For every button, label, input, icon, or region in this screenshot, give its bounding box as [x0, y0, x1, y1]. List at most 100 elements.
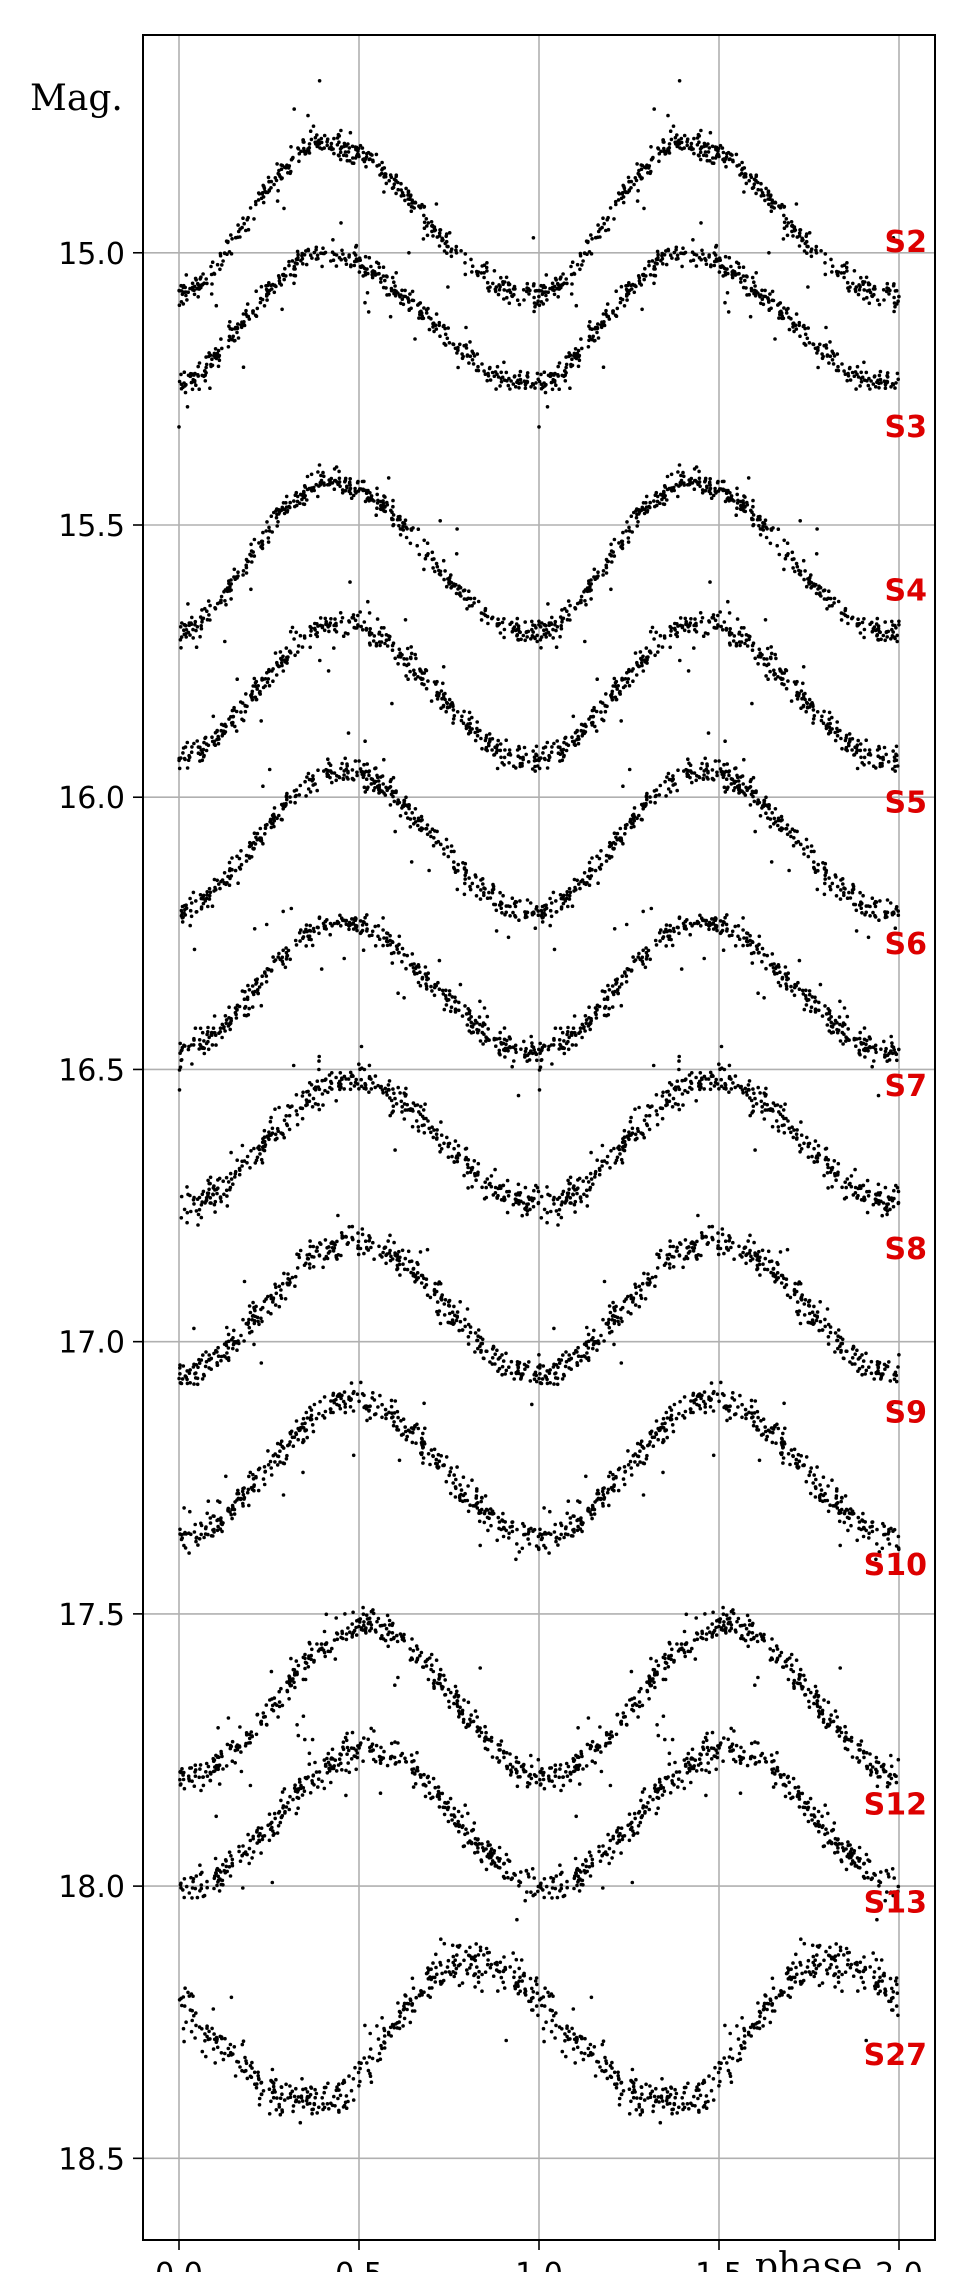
data-points	[177, 79, 901, 2125]
data-point	[219, 879, 223, 884]
data-point	[554, 383, 558, 388]
data-point	[622, 186, 627, 191]
data-point	[682, 133, 687, 138]
data-point	[366, 310, 371, 314]
data-point	[345, 775, 349, 780]
data-point	[431, 321, 435, 326]
data-point	[199, 896, 204, 901]
data-point	[790, 989, 794, 993]
data-point	[827, 725, 832, 729]
data-point	[179, 646, 183, 650]
data-point	[640, 507, 644, 512]
data-point	[468, 354, 473, 359]
data-point	[608, 206, 613, 210]
data-point	[871, 627, 876, 631]
data-point	[699, 916, 704, 920]
data-point	[200, 373, 204, 378]
data-point	[809, 849, 814, 854]
data-point	[667, 151, 672, 155]
data-point	[634, 178, 639, 183]
data-point	[206, 1030, 210, 1034]
data-point	[266, 677, 271, 681]
data-point	[543, 384, 547, 388]
data-point	[232, 567, 237, 572]
data-point	[563, 606, 567, 611]
data-point	[789, 699, 794, 703]
data-point	[308, 929, 313, 933]
data-point	[835, 1027, 839, 1032]
data-point	[660, 253, 664, 258]
data-point	[840, 362, 844, 366]
data-point	[871, 910, 875, 915]
data-point	[792, 557, 796, 561]
data-point	[522, 298, 526, 302]
data-point	[339, 221, 343, 225]
data-point	[596, 223, 600, 227]
data-point	[187, 1044, 191, 1049]
data-point	[701, 634, 706, 638]
data-point	[641, 948, 645, 953]
data-point	[382, 936, 386, 940]
data-point	[612, 537, 617, 542]
data-point	[277, 813, 281, 818]
data-point	[416, 675, 420, 679]
data-point	[711, 778, 716, 782]
data-point	[498, 384, 502, 388]
data-point	[889, 385, 893, 389]
data-point	[689, 147, 694, 152]
data-point	[667, 142, 672, 146]
data-point	[647, 263, 651, 268]
data-point	[855, 372, 859, 377]
data-point	[648, 505, 652, 510]
data-point	[227, 579, 231, 583]
data-point	[798, 573, 803, 577]
data-point	[884, 289, 889, 294]
data-point	[227, 250, 232, 254]
data-point	[317, 79, 322, 83]
data-point	[692, 646, 696, 650]
data-point	[653, 938, 658, 943]
data-point	[275, 524, 280, 528]
data-point	[885, 910, 889, 914]
data-point	[408, 669, 412, 674]
data-point	[213, 607, 218, 611]
data-point	[393, 294, 398, 298]
data-point	[497, 288, 502, 292]
data-point	[303, 152, 308, 156]
data-point	[682, 924, 686, 929]
data-point	[218, 1026, 223, 1030]
data-point	[252, 831, 257, 835]
data-point	[524, 630, 529, 634]
data-point	[787, 868, 791, 873]
data-point	[730, 929, 735, 934]
data-point	[411, 298, 416, 303]
data-point	[735, 486, 739, 491]
data-point	[657, 159, 661, 164]
data-point	[522, 379, 527, 384]
data-point	[446, 854, 451, 859]
data-point	[396, 801, 401, 805]
data-point	[290, 259, 295, 263]
data-point	[538, 638, 543, 642]
data-point	[742, 757, 746, 762]
data-point	[523, 1053, 527, 1057]
data-point	[241, 365, 246, 370]
data-point	[641, 501, 646, 505]
data-point	[702, 769, 706, 773]
data-point	[792, 329, 796, 334]
data-point	[185, 740, 190, 745]
data-point	[529, 385, 533, 389]
data-point	[265, 680, 270, 685]
data-point	[194, 899, 198, 903]
data-point	[222, 589, 226, 594]
data-point	[828, 340, 832, 344]
data-point	[530, 619, 534, 624]
data-point	[478, 1039, 483, 1043]
data-point	[897, 619, 901, 624]
data-point	[435, 679, 439, 684]
data-point	[310, 779, 315, 783]
data-point	[807, 341, 812, 345]
data-point	[776, 303, 780, 307]
data-point	[296, 252, 300, 257]
data-point	[233, 325, 238, 330]
